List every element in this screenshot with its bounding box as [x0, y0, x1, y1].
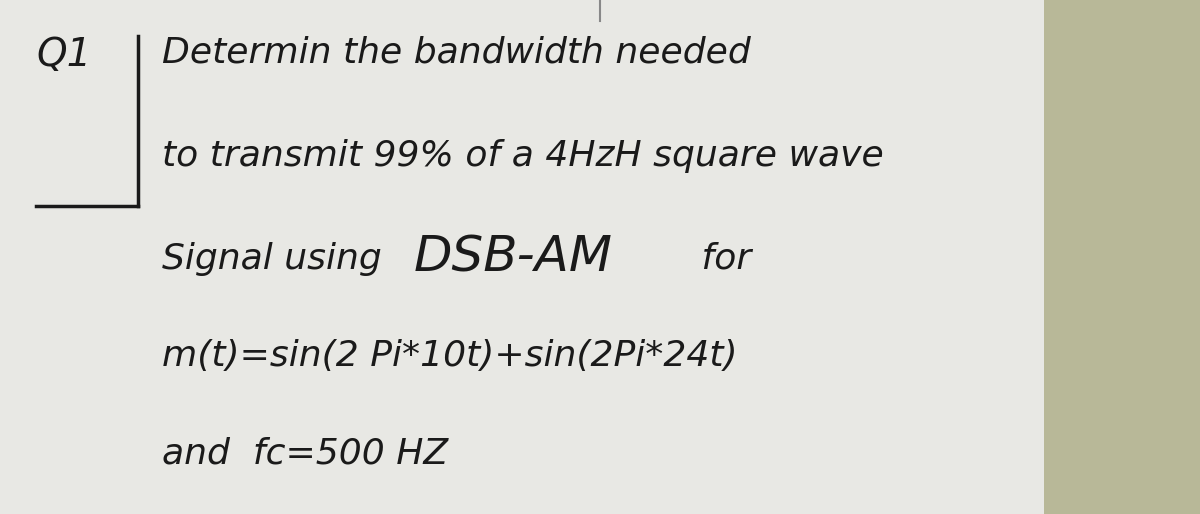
Text: Determin the bandwidth needed: Determin the bandwidth needed [162, 36, 751, 70]
Text: to transmit 99% of a 4HzH square wave: to transmit 99% of a 4HzH square wave [162, 139, 883, 173]
Text: m(t)=sin(2 Pi*10t)+sin(2Pi*24t): m(t)=sin(2 Pi*10t)+sin(2Pi*24t) [162, 339, 738, 373]
Text: for: for [690, 242, 751, 276]
Text: and  fc=500 HZ: and fc=500 HZ [162, 437, 448, 471]
Text: DSB-AM: DSB-AM [414, 234, 613, 282]
Text: Q1: Q1 [36, 36, 91, 74]
Text: Signal using: Signal using [162, 242, 394, 276]
